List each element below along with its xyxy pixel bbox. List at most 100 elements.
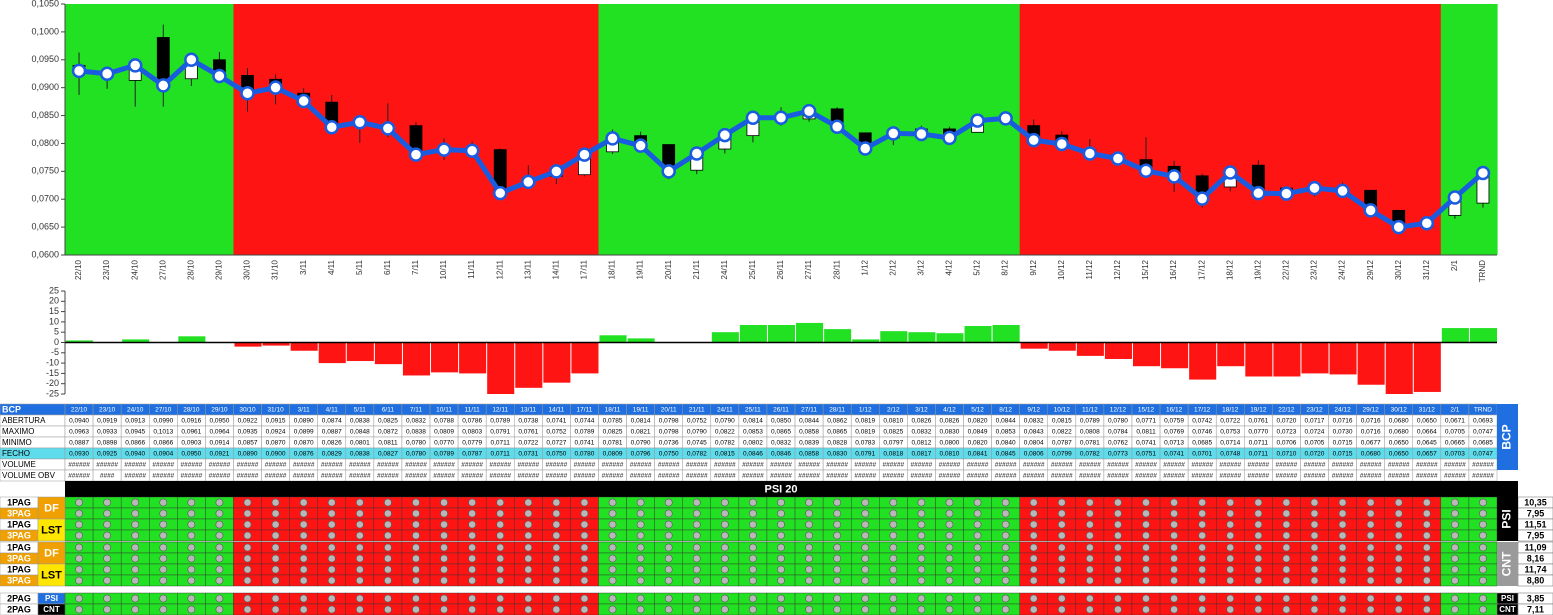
close-marker xyxy=(1166,169,1182,184)
close-marker xyxy=(829,119,845,134)
table-cell: 0,0780 xyxy=(1108,418,1128,425)
signal-dot xyxy=(1198,605,1207,614)
signal-dot xyxy=(243,576,252,585)
signal-dot xyxy=(1394,594,1403,603)
y-tick-label: -15 xyxy=(46,368,59,378)
table-cell: 0,0990 xyxy=(153,418,173,425)
table-cell: ###### xyxy=(1276,462,1298,469)
signal-dot xyxy=(664,509,673,518)
signal-dot xyxy=(440,565,448,574)
signal-dot xyxy=(271,605,280,614)
table-header: 9/12 xyxy=(1027,407,1040,414)
signal-dot xyxy=(468,594,477,603)
x-tick-label: 28/10 xyxy=(186,259,195,280)
table-cell: ###### xyxy=(798,473,820,480)
table-cell: ###### xyxy=(405,473,427,480)
signal-dot xyxy=(889,520,898,529)
table-cell: ###### xyxy=(742,462,764,469)
close-marker xyxy=(942,130,957,146)
signal-dot xyxy=(1310,576,1319,585)
signal-dot xyxy=(1338,565,1347,574)
signal-dot xyxy=(720,498,729,507)
table-cell: 0,0950 xyxy=(209,418,229,425)
signal-dot xyxy=(1170,543,1178,552)
signal-dot xyxy=(271,554,280,563)
signal-dot xyxy=(384,531,392,540)
x-tick-label: 6/11 xyxy=(383,259,392,275)
signal-dot xyxy=(1254,498,1263,507)
table-header: 10/12 xyxy=(1054,407,1071,414)
signal-dot xyxy=(636,531,645,540)
bar xyxy=(374,342,402,365)
y-tick-label: 0,0700 xyxy=(31,194,59,204)
signal-dot xyxy=(720,605,729,614)
table-cell: ###### xyxy=(1023,462,1045,469)
table-cell: 0,0790 xyxy=(631,440,651,447)
signal-dot xyxy=(243,594,252,603)
signal-dot xyxy=(861,509,870,518)
signal-dot xyxy=(1366,531,1375,540)
table-cell: 0,0779 xyxy=(462,440,482,447)
table-cell: 0,0838 xyxy=(406,429,426,436)
bar xyxy=(318,342,346,364)
signal-dot xyxy=(243,543,252,552)
x-tick-label: 18/11 xyxy=(608,259,617,279)
signal-dot xyxy=(103,565,112,574)
signal-dot xyxy=(1029,520,1038,529)
regime-band xyxy=(1468,4,1498,255)
signal-dot xyxy=(440,594,448,603)
table-cell: ###### xyxy=(1360,473,1382,480)
x-tick-label: 10/12 xyxy=(1057,259,1066,280)
signal-dot xyxy=(833,498,842,507)
signal-dot xyxy=(692,498,701,507)
y-tick-label: 0,0600 xyxy=(31,249,59,259)
table-cell: 0,0826 xyxy=(911,418,931,425)
table-cell: 0,0870 xyxy=(294,440,314,447)
regime-band xyxy=(430,4,459,255)
signal-dot xyxy=(243,554,252,563)
table-cell: 0,0933 xyxy=(97,429,117,436)
signal-tag: LST xyxy=(41,569,62,581)
close-marker xyxy=(240,85,255,101)
signal-dot xyxy=(1338,543,1347,552)
signal-dot xyxy=(131,554,140,563)
signal-dot xyxy=(384,605,392,614)
signal-dot xyxy=(75,498,83,507)
signal-dot xyxy=(1085,554,1094,563)
table-cell: 0,0874 xyxy=(322,418,342,425)
signal-dot xyxy=(749,531,757,540)
signal-dot xyxy=(1422,531,1431,540)
table-cell: ###### xyxy=(1051,462,1073,469)
signal-dot xyxy=(159,565,168,574)
row-label: MAXIMO xyxy=(2,427,34,436)
signal-dot xyxy=(1282,605,1291,614)
table-header: 7/11 xyxy=(410,407,423,414)
signal-dot xyxy=(412,605,420,614)
signal-dot xyxy=(299,498,308,507)
signal-dot xyxy=(1057,554,1066,563)
close-marker xyxy=(1251,185,1266,201)
x-tick-label: 21/11 xyxy=(692,259,701,279)
regime-band xyxy=(1272,4,1302,255)
table-cell: ###### xyxy=(152,473,174,480)
table-cell: ###### xyxy=(630,462,652,469)
signal-dot xyxy=(692,520,701,529)
table-header: 12/12 xyxy=(1110,407,1127,414)
x-tick-label: 30/12 xyxy=(1394,259,1403,280)
close-marker xyxy=(661,164,676,179)
table-cell: 0,0801 xyxy=(350,440,370,447)
signal-dot xyxy=(917,509,926,518)
signal-dot xyxy=(75,509,83,518)
signal-dot xyxy=(580,509,589,518)
signal-dot xyxy=(552,531,561,540)
bar xyxy=(1104,342,1132,359)
signal-dot xyxy=(1310,554,1319,563)
table-cell: 0,0791 xyxy=(490,429,510,436)
signal-dot xyxy=(1057,543,1066,552)
signal-dot xyxy=(131,605,140,614)
signal-dot xyxy=(271,594,280,603)
x-tick-label: 4/12 xyxy=(945,259,954,275)
signal-dot xyxy=(720,576,729,585)
x-tick-label: 5/12 xyxy=(973,259,982,275)
table-header: 24/10 xyxy=(127,407,144,414)
